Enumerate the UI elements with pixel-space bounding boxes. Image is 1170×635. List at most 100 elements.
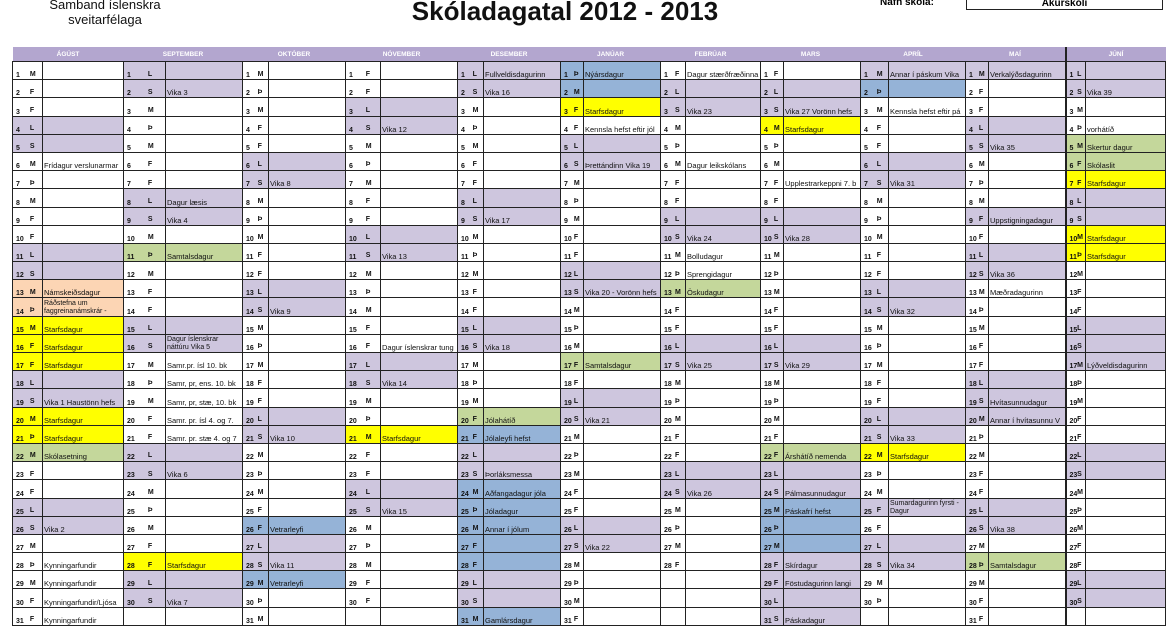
day-number: 2 — [246, 90, 250, 98]
day-cell: 22 — [860, 442, 889, 463]
day-cell: 26 — [345, 515, 381, 535]
day-cell: 4 — [345, 115, 381, 135]
day-number: 7 — [664, 181, 668, 189]
calendar-row: 21 Starfsdagur 21 Samr. pr. stæ 4. og 7 21 Vi… — [12, 424, 1166, 444]
calendar-row: 5 5 5 5 5 5 5 5 5 5 Vika 35 5 Skertur dagur — [12, 133, 1166, 153]
day-cell: 29 — [760, 570, 784, 590]
day-cell: 20 — [660, 406, 686, 426]
event-cell: Vika 4 — [165, 206, 243, 226]
day-cell: 5 — [1064, 133, 1086, 153]
weekday-letters-column: LSMÞMFFLSMÞMFFLSMÞMFFLSMÞMFFLS — [1077, 66, 1083, 612]
event-cell: Lýðveldisdagurinn — [1085, 351, 1166, 372]
day-number: 12 — [461, 272, 469, 280]
event-cell: Vika 32 — [888, 297, 966, 317]
day-number: 17 — [1069, 363, 1078, 371]
day-number: 8 — [664, 199, 668, 207]
event-cell — [888, 479, 966, 499]
day-cell: 28 — [1064, 552, 1086, 572]
day-number: 11 — [664, 254, 672, 262]
event-cell — [685, 188, 761, 208]
day-cell: 5 — [965, 133, 989, 153]
day-number: 18 — [127, 381, 135, 389]
event-cell — [483, 242, 561, 263]
day-number: 26 — [1069, 526, 1078, 534]
day-number: 4 — [127, 126, 131, 134]
event-cell — [583, 442, 661, 463]
event-cell: Samr, pr, stæ, 10. bk — [165, 388, 243, 408]
day-number: 23 — [564, 472, 572, 480]
day-cell: 16 — [12, 333, 43, 354]
day-cell: 31 — [242, 606, 269, 626]
event-cell — [380, 133, 458, 153]
day-number: 26 — [764, 526, 772, 534]
day-number: 12 — [564, 272, 572, 280]
day-number: 19 — [564, 399, 572, 407]
day-cell: 29 — [1064, 570, 1086, 590]
day-cell: 27 — [760, 533, 784, 554]
day-cell: 17 — [457, 351, 484, 372]
day-cell: 11 — [1064, 242, 1086, 263]
day-cell: 19 — [560, 388, 584, 408]
event-cell — [988, 351, 1066, 372]
day-cell: 9 — [860, 206, 889, 226]
day-cell: 11 — [123, 242, 166, 263]
event-cell — [783, 388, 861, 408]
day-number: 10 — [1069, 235, 1078, 243]
day-cell: 10 — [242, 224, 269, 244]
day-cell: 8 — [560, 188, 584, 208]
event-cell — [783, 261, 861, 281]
event-cell — [783, 297, 861, 317]
day-cell: 14 — [860, 297, 889, 317]
event-cell: Mæðradagurinn — [988, 279, 1066, 299]
day-number: 12 — [127, 272, 135, 280]
day-cell: 9 — [345, 206, 381, 226]
day-cell: 6 — [12, 151, 43, 172]
event-cell: Sumardagurinn fyrsti - Dagur — [888, 497, 966, 517]
event-cell — [988, 224, 1066, 244]
event-cell — [1085, 333, 1166, 354]
day-cell: 9 — [123, 206, 166, 226]
day-cell: 27 — [12, 533, 43, 554]
event-cell: Vika 2 — [42, 515, 124, 535]
event-cell — [380, 461, 458, 481]
day-number: 30 — [246, 599, 254, 607]
event-cell — [1085, 442, 1166, 463]
day-cell: 3 — [457, 97, 484, 117]
event-cell — [483, 224, 561, 244]
event-cell — [783, 206, 861, 226]
day-cell: 22 — [123, 442, 166, 463]
day-number: 16 — [969, 345, 977, 352]
event-cell — [380, 351, 458, 372]
event-cell — [685, 461, 761, 481]
day-cell — [123, 606, 166, 626]
day-cell: 13 — [457, 279, 484, 299]
event-cell — [165, 606, 243, 626]
day-number: 15 — [127, 326, 135, 334]
day-cell: 27 — [965, 533, 989, 554]
day-cell: 20 — [123, 406, 166, 426]
event-cell — [685, 370, 761, 390]
event-cell: Jólaleyfi hefst — [483, 424, 561, 444]
event-cell — [483, 552, 561, 572]
day-number: 30 — [1069, 599, 1078, 607]
day-cell: 22 — [12, 442, 43, 463]
day-number: 3 — [16, 108, 20, 116]
day-cell: 11 — [457, 242, 484, 263]
event-cell — [1085, 406, 1166, 426]
event-cell — [783, 370, 861, 390]
calendar-row: 11 11 Samtalsdagur 11 11 Vika 13 11 11 11 Bolluda… — [12, 242, 1166, 263]
day-number: 18 — [664, 381, 672, 389]
day-number: 4 — [16, 126, 20, 134]
event-cell — [583, 261, 661, 281]
event-cell — [685, 515, 761, 535]
day-cell: 19 — [457, 388, 484, 408]
day-cell: 30 — [760, 588, 784, 608]
school-name-field[interactable]: Akurskóli — [966, 0, 1163, 10]
day-number: 16 — [1069, 345, 1078, 352]
day-cell: 20 — [345, 406, 381, 426]
event-cell: Vika 24 — [685, 224, 761, 244]
event-cell — [783, 60, 861, 81]
day-number: 29 — [349, 581, 357, 589]
day-number: 1 — [1069, 72, 1074, 80]
day-number: 22 — [564, 454, 572, 462]
